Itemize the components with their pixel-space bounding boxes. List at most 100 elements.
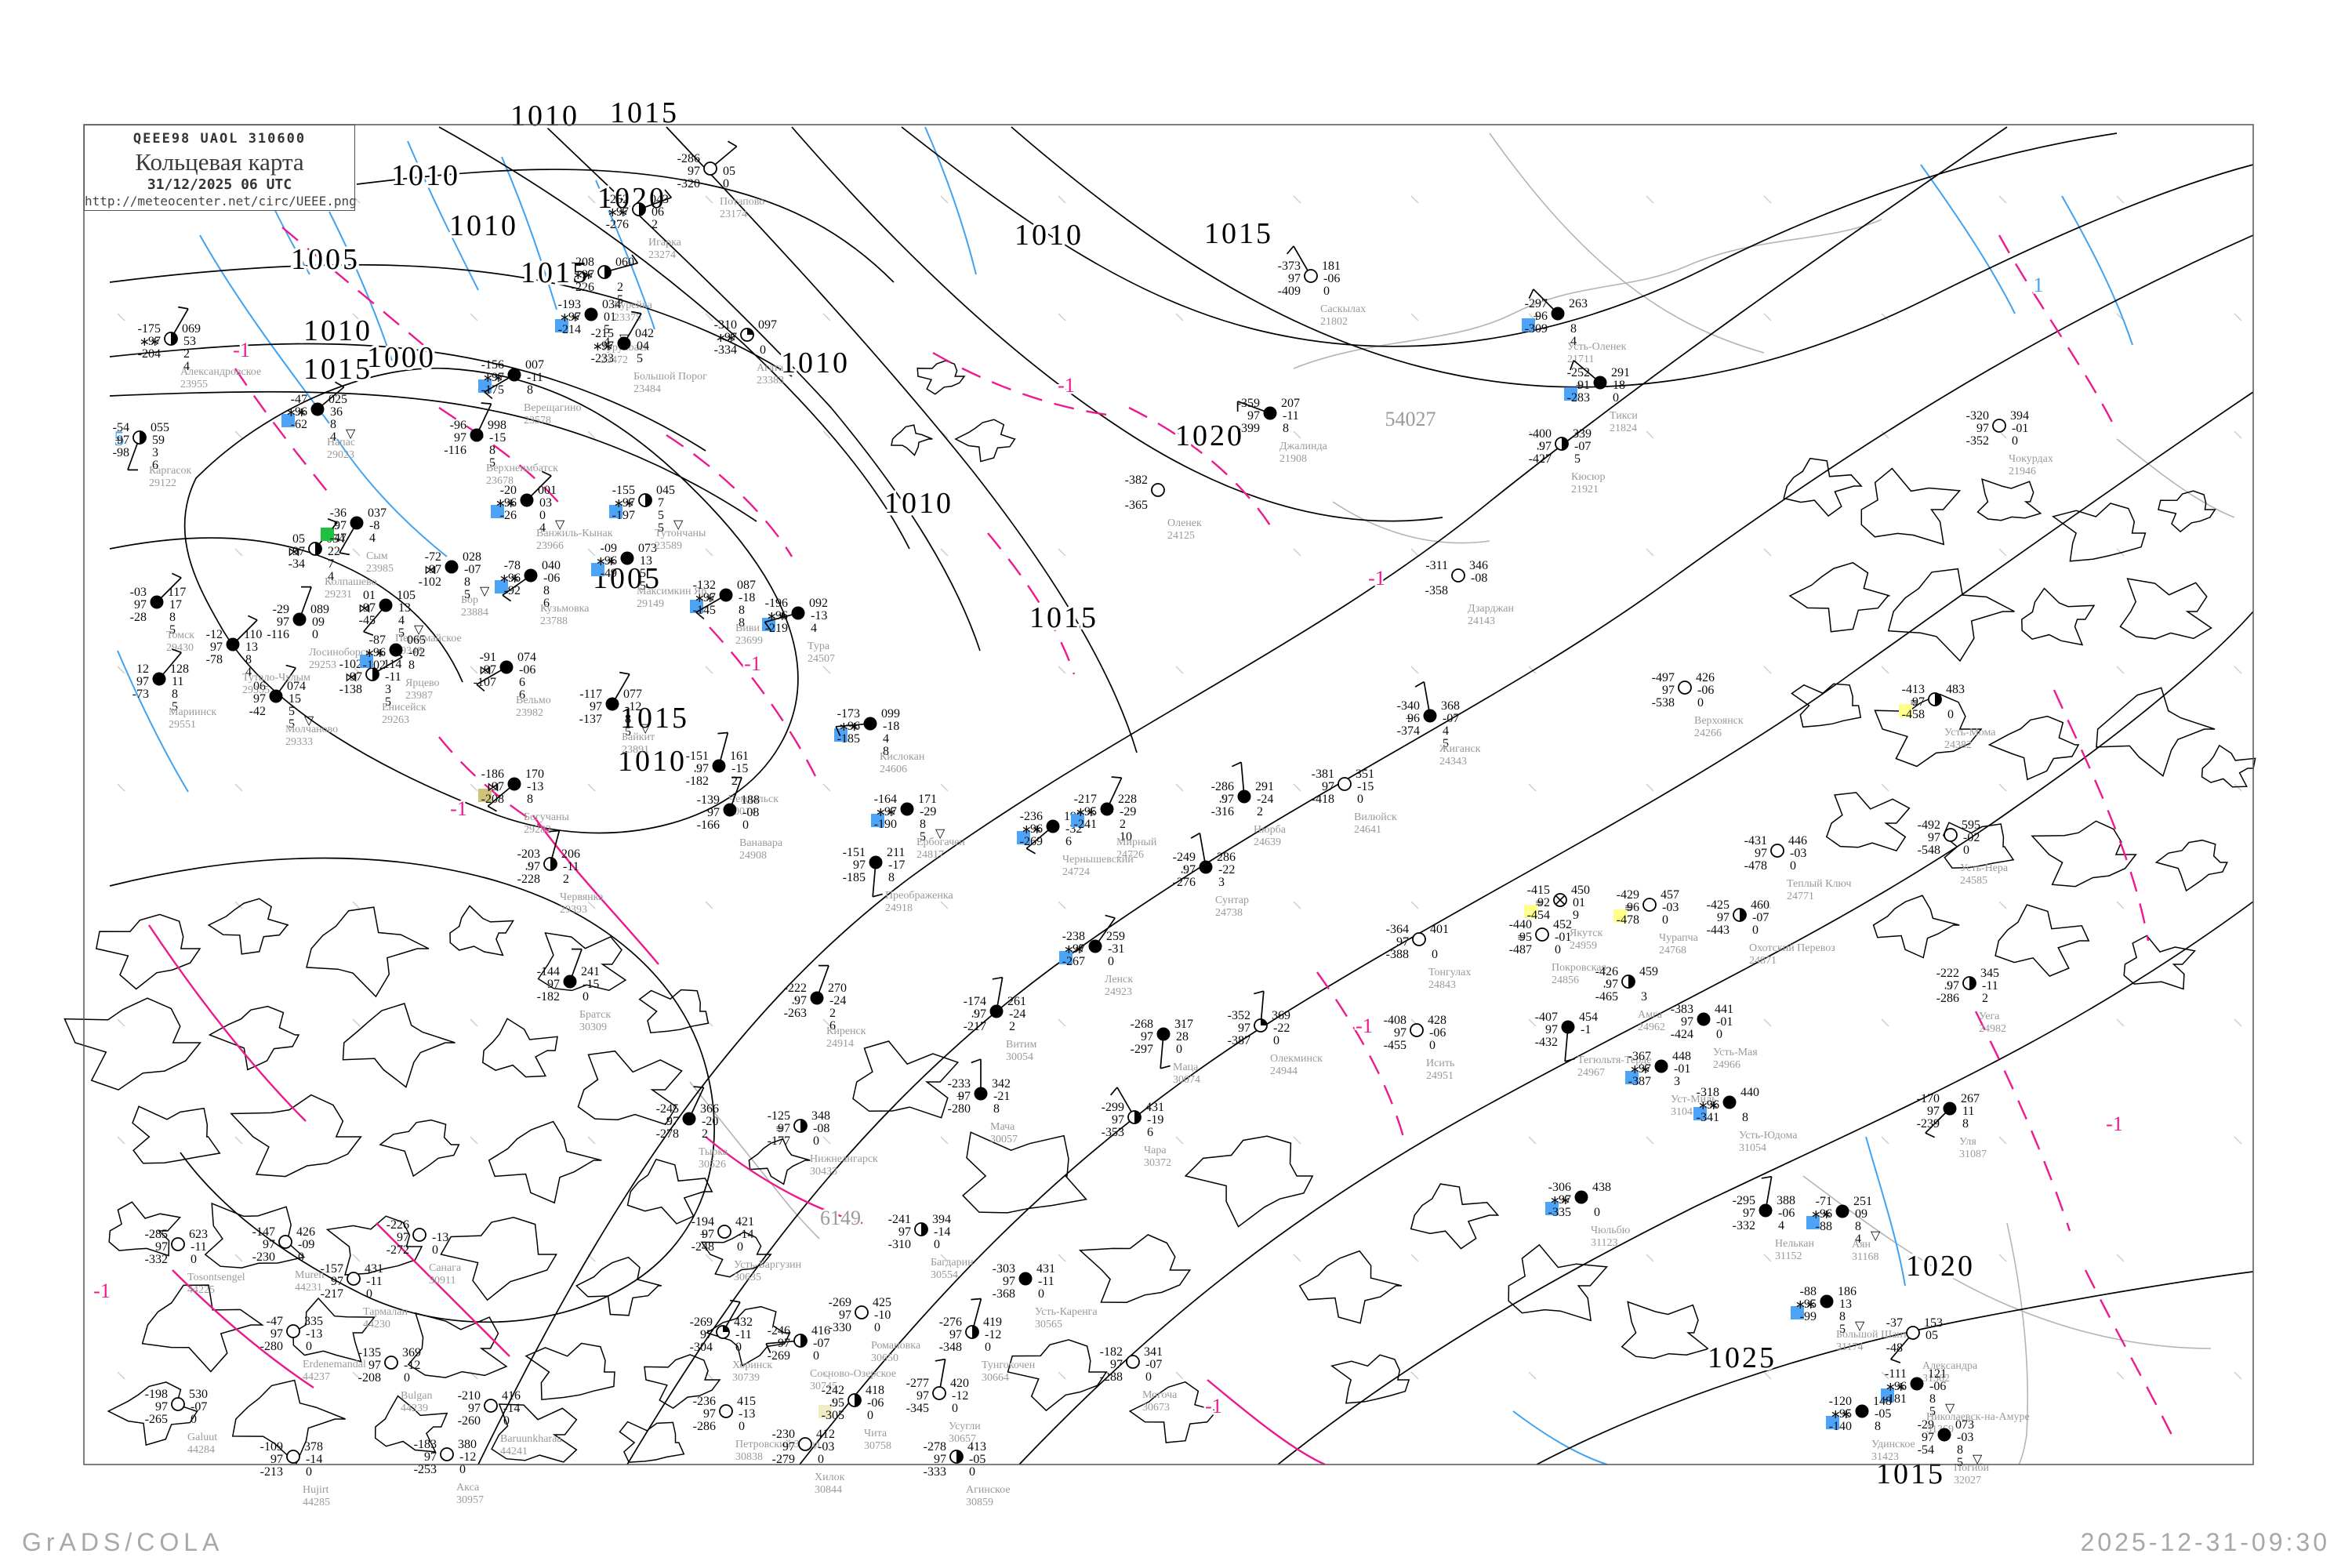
station-pressure: 025: [328, 393, 347, 406]
wind-barb-feather: [178, 306, 189, 310]
station-dewpoint: -260: [458, 1414, 481, 1428]
isobar-closed-contour: [231, 1379, 346, 1465]
station-circle-overcast: [1910, 1377, 1924, 1391]
station-name: Мача: [990, 1121, 1015, 1133]
graticule-tick: [1881, 666, 1889, 674]
station-temperature: -429: [1617, 888, 1639, 902]
wind-barb-feather: [335, 381, 345, 388]
station-circle-clear: [347, 1272, 361, 1286]
station-circle-overcast: [1654, 1059, 1668, 1073]
station-pressure: 121: [1928, 1367, 1947, 1381]
front-value-label: -1: [93, 1279, 111, 1302]
station-temperature: -203: [517, 848, 540, 861]
graticule-tick: [1410, 313, 1419, 321]
weather-snow-icon: ∗∗: [1022, 823, 1043, 837]
station-humidity: 97: [292, 545, 305, 558]
wind-barb-icon: [836, 723, 865, 728]
station-circle-quarter-cover: [747, 328, 753, 335]
station-pressure-tendency: 59: [152, 434, 165, 447]
station-circle-overcast: [723, 803, 737, 817]
station-cloud-amount: 0: [737, 1240, 743, 1254]
station-dewpoint: -458: [1902, 708, 1925, 721]
station-cloud-amount: 9: [1573, 909, 1579, 922]
wind-barb-feather: [971, 1058, 982, 1064]
station-id: 23985: [366, 563, 394, 575]
station-pressure-tendency: 13: [640, 554, 652, 568]
station-extra-group: 5: [398, 626, 405, 640]
front-line: [932, 351, 1114, 417]
station-id: 30739: [732, 1372, 760, 1384]
station-id: 31087: [1959, 1149, 1987, 1160]
graticule-tick: [587, 548, 596, 557]
front-value-label: -1: [1058, 374, 1075, 397]
station-circle-clear: [171, 1397, 185, 1411]
station-name: Охотский Перевоз: [1749, 942, 1835, 954]
station-name: Чокурдах: [2009, 453, 2053, 465]
station-pressure: 438: [1592, 1181, 1611, 1194]
station-circle-overcast: [507, 777, 521, 791]
station-pressure: 446: [1788, 834, 1807, 848]
front-line: [705, 1136, 863, 1225]
station-name: Первомайское: [395, 633, 462, 644]
graticule-tick: [1410, 1371, 1419, 1380]
station-name: Витим: [1006, 1039, 1036, 1051]
station-name: Енисейск: [382, 702, 426, 713]
station-circle-overcast: [810, 991, 824, 1005]
station-temperature: -102: [339, 658, 362, 671]
wind-barb-icon: [615, 673, 630, 699]
graticule-tick: [1998, 548, 2007, 557]
station-name: Колпашево: [325, 576, 377, 588]
station-pressure-tendency: -13: [811, 609, 827, 622]
station-name: Ванавара: [739, 837, 783, 849]
station-cloud-amount: 0: [306, 1465, 312, 1479]
station-dewpoint: -28: [130, 611, 147, 624]
station-temperature: -381: [1312, 768, 1334, 781]
station-dewpoint: -280: [260, 1340, 283, 1353]
wind-barb-feather: [502, 594, 512, 602]
isobar-closed-contour: [1078, 1234, 1192, 1303]
weather-snow-icon: ∗∗: [573, 269, 594, 282]
station-pressure-tendency: -08: [813, 1122, 829, 1135]
graticule-tick: [1528, 666, 1537, 674]
station-pressure: 341: [1144, 1345, 1163, 1359]
station-pressure: 270: [828, 982, 847, 995]
graticule-tick: [234, 1136, 243, 1145]
weather-plus-icon: +: [1575, 379, 1582, 393]
graticule-tick: [2234, 666, 2242, 674]
station-name: Аян: [1852, 1239, 1871, 1250]
station-name: Теплый Ключ: [1787, 878, 1851, 890]
station-dewpoint: -454: [1527, 909, 1550, 922]
station-name: Уля: [1959, 1136, 1976, 1148]
isobar-closed-contour: [644, 1354, 721, 1410]
station-humidity: 96: [1820, 1207, 1832, 1221]
station-id: 24771: [1787, 891, 1814, 902]
station-pressure-tendency: -11: [563, 860, 579, 873]
station-dewpoint: -548: [1918, 844, 1940, 857]
station-id: 24726: [1116, 849, 1144, 861]
station-humidity: 96: [848, 720, 860, 733]
station-name: Хоринск: [732, 1359, 772, 1371]
station-name: Вилюйск: [1354, 811, 1397, 823]
station-dewpoint: -388: [1386, 948, 1409, 961]
wind-barb-feather: [971, 1298, 982, 1301]
river: [2061, 195, 2133, 346]
station-name: Олекминск: [1270, 1053, 1323, 1065]
station-id: 23274: [648, 249, 676, 261]
station-temperature: -78: [504, 559, 521, 572]
station-pressure-tendency: 36: [330, 405, 343, 419]
station-pressure-tendency: -24: [829, 994, 846, 1007]
station-id: 24125: [1167, 530, 1195, 542]
station-humidity: 96: [1627, 901, 1639, 914]
station-cloud-amount: 5: [658, 509, 664, 522]
wind-barb-icon: [1199, 833, 1206, 862]
wind-barb-feather: [1105, 914, 1116, 919]
station-id: 29333: [285, 736, 313, 748]
station-id: 30844: [815, 1484, 842, 1496]
station-dewpoint: -217: [321, 1287, 343, 1301]
